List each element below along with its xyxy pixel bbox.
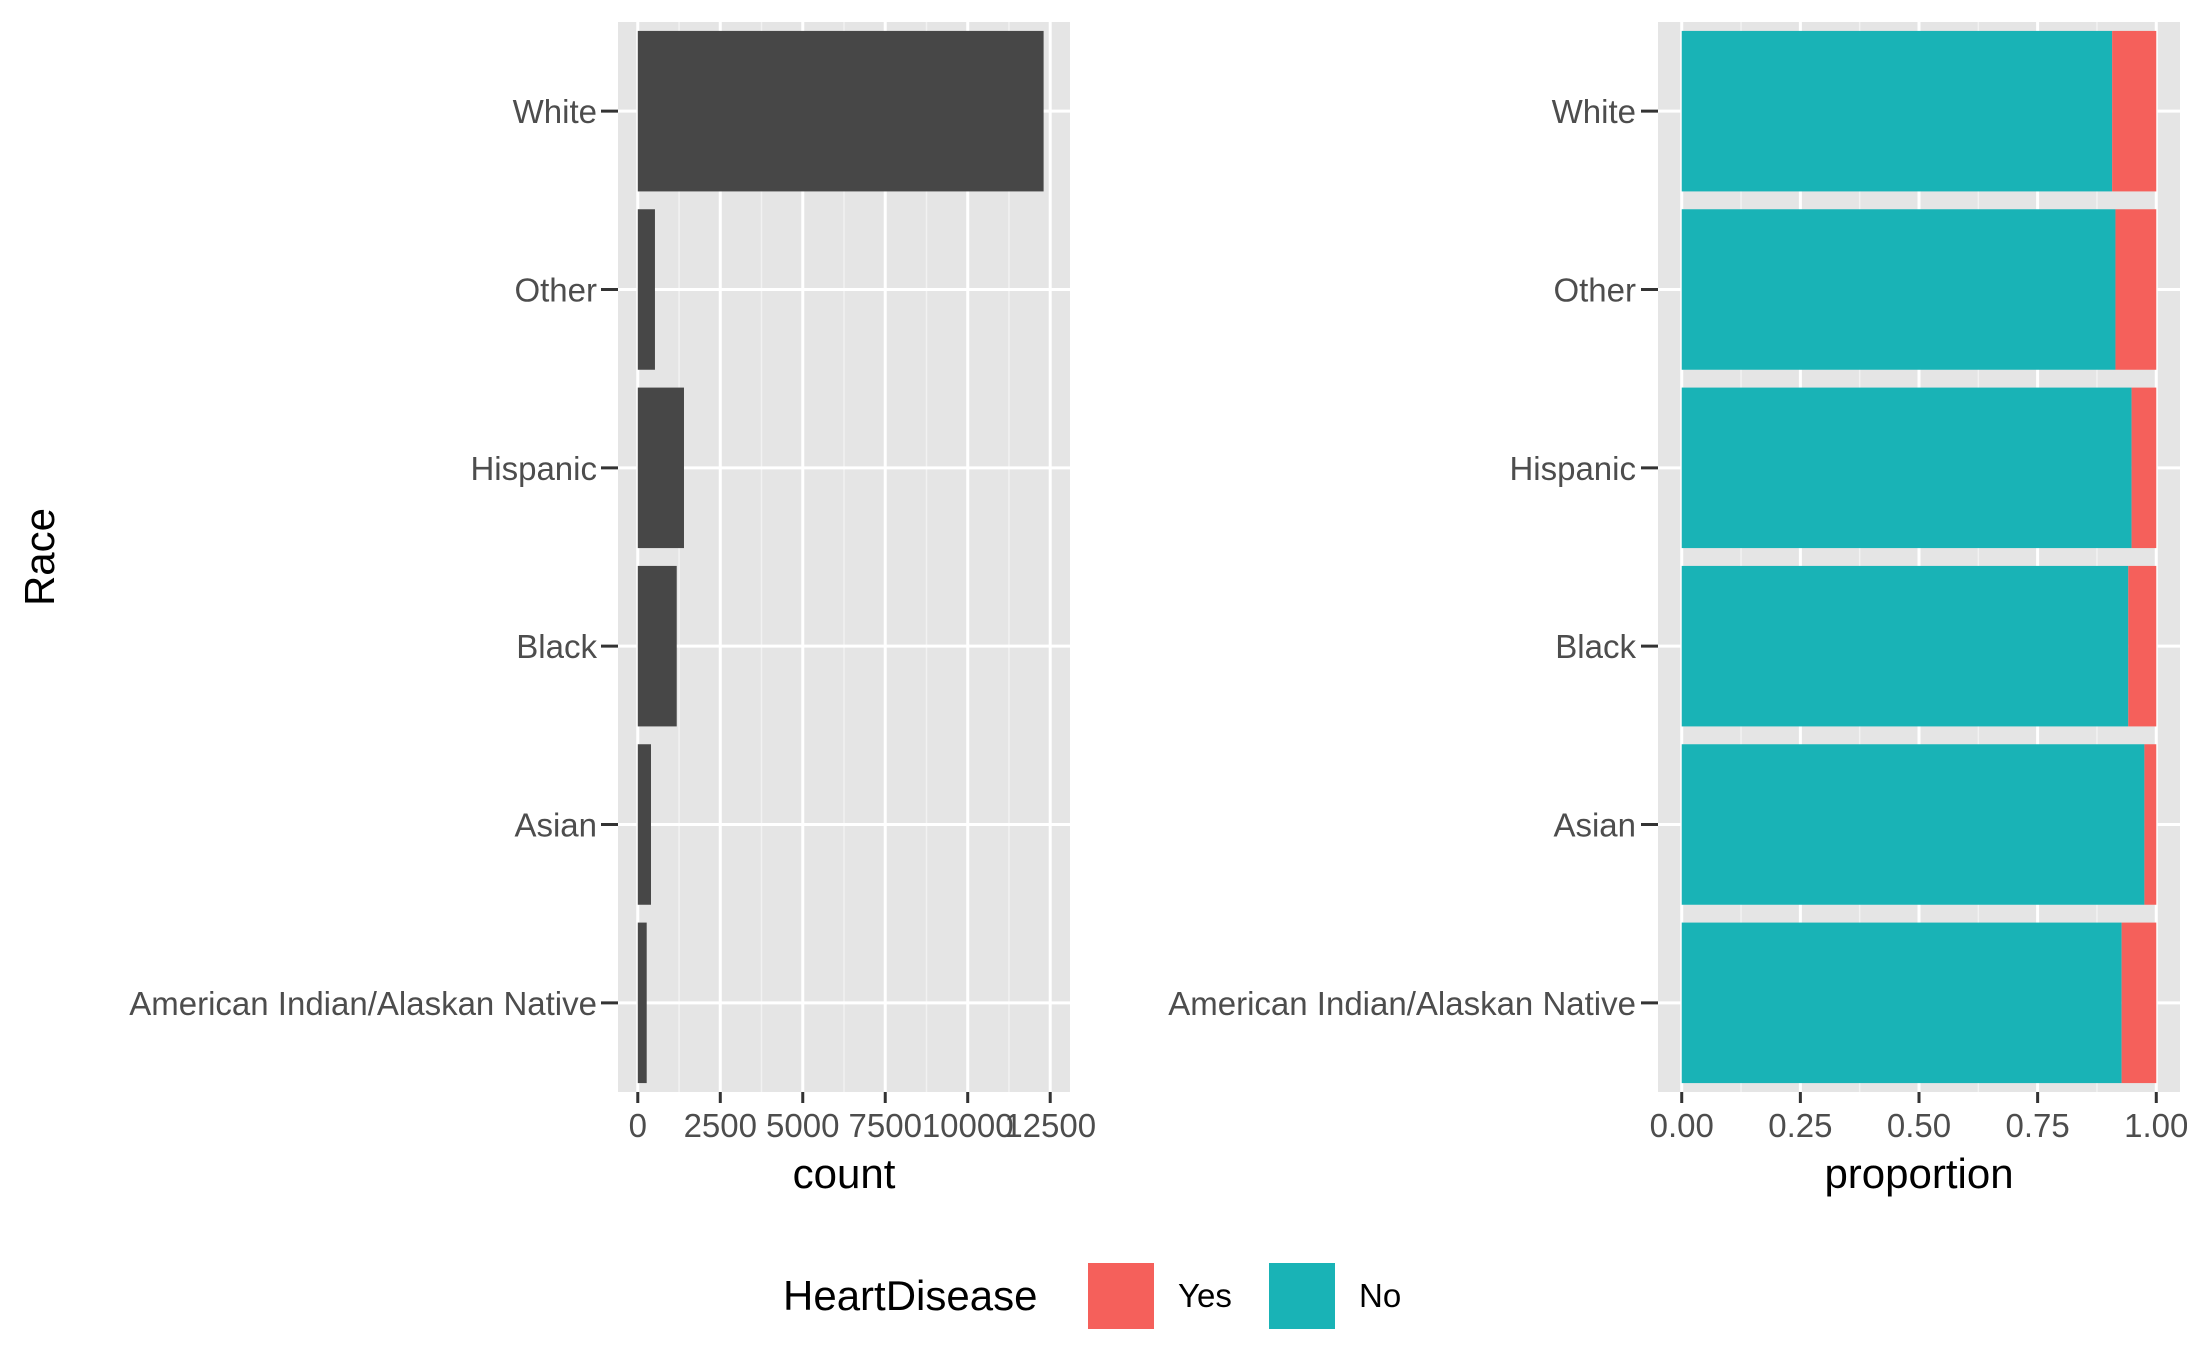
- bar-other-no: [1681, 209, 2116, 370]
- count-chart: White Other Hispanic Black Asian American Ind…: [16, 22, 1096, 1197]
- legend-title: HeartDisease: [783, 1272, 1037, 1319]
- bar-american-indian-alaskan-native-yes: [2121, 922, 2157, 1084]
- y-tick-label-asian: Asian: [1553, 807, 1636, 844]
- bar-asian: [637, 744, 651, 905]
- y-tick-label-white: White: [513, 93, 597, 130]
- bar-hispanic-no: [1681, 387, 2132, 549]
- legend-swatch-no: [1269, 1263, 1335, 1329]
- x-tick-label: 7500: [849, 1107, 922, 1144]
- x-axis-title: proportion: [1824, 1150, 2013, 1197]
- y-tick-label-black: Black: [1555, 628, 1636, 665]
- grid: [618, 22, 1070, 1092]
- bar-white-yes: [2112, 30, 2157, 192]
- x-tick-label: 12500: [1004, 1107, 1096, 1144]
- y-tick-label-black: Black: [516, 628, 597, 665]
- y-tick-label-hispanic: Hispanic: [470, 450, 597, 487]
- legend-label-no: No: [1359, 1277, 1401, 1314]
- y-tick-label-other: Other: [1553, 272, 1636, 309]
- bar-hispanic-yes: [2131, 387, 2157, 549]
- y-tick-label-american-indian-alaskan-native: American Indian/Alaskan Native: [129, 985, 597, 1022]
- bar-american-indian-alaskan-native: [637, 922, 647, 1084]
- y-axis-title: Race: [16, 508, 63, 606]
- proportion-chart: White Other Hispanic Black Asian American Ind…: [1168, 22, 2187, 1197]
- x-tick-label: 1.00: [2124, 1107, 2187, 1144]
- x-tick-label: 10000: [922, 1107, 1014, 1144]
- legend-label-yes: Yes: [1178, 1277, 1232, 1314]
- y-tick-label-hispanic: Hispanic: [1509, 450, 1636, 487]
- bar-black: [637, 565, 677, 727]
- bar-black-no: [1681, 565, 2129, 727]
- x-tick-label: 5000: [766, 1107, 839, 1144]
- bar-white: [637, 30, 1044, 192]
- y-tick-label-asian: Asian: [514, 807, 597, 844]
- x-axis-title: count: [793, 1150, 896, 1197]
- x-tick-label: 0.75: [2006, 1107, 2070, 1144]
- bar-asian-yes: [2144, 744, 2157, 905]
- bar-asian-no: [1681, 744, 2145, 905]
- bar-american-indian-alaskan-native-no: [1681, 922, 2122, 1084]
- x-tick-label: 0: [629, 1107, 647, 1144]
- bar-hispanic: [637, 387, 684, 549]
- x-tick-label: 2500: [684, 1107, 757, 1144]
- bar-other-yes: [2115, 209, 2157, 370]
- y-tick-label-white: White: [1552, 93, 1636, 130]
- bar-white-no: [1681, 30, 2113, 192]
- x-tick-label: 0.25: [1768, 1107, 1832, 1144]
- y-tick-label-american-indian-alaskan-native: American Indian/Alaskan Native: [1168, 985, 1636, 1022]
- x-tick-label: 0.00: [1650, 1107, 1714, 1144]
- legend-swatch-yes: [1088, 1263, 1154, 1329]
- bar-other: [637, 209, 655, 370]
- legend: HeartDisease Yes No: [783, 1263, 1401, 1329]
- y-tick-label-other: Other: [514, 272, 597, 309]
- bar-black-yes: [2128, 565, 2157, 727]
- x-tick-label: 0.50: [1887, 1107, 1951, 1144]
